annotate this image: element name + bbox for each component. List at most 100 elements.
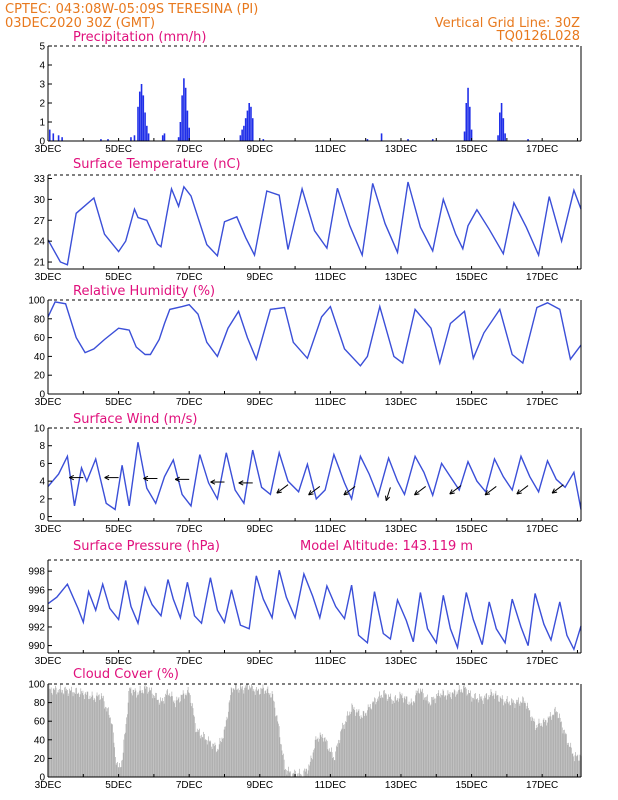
cloud-bar	[457, 693, 459, 777]
cloud-bar	[49, 688, 51, 777]
cloud-bar	[435, 698, 437, 777]
precip-bar	[142, 95, 145, 141]
cloud-bar	[539, 723, 540, 777]
cloud-bar	[578, 760, 580, 777]
cloud-bar	[509, 705, 511, 777]
cloud-bar	[62, 693, 64, 777]
cloud-bar	[464, 687, 466, 777]
x-tick-label: 5DEC	[105, 656, 132, 667]
cloud-bar	[355, 712, 357, 777]
cloud-bar	[520, 702, 522, 777]
x-tick-label: 7DEC	[176, 524, 203, 535]
cloud-bar	[431, 696, 432, 777]
cloud-bar	[93, 697, 95, 777]
cloud-bar	[182, 694, 183, 777]
cloud-bar	[88, 699, 90, 777]
cloud-bar	[146, 686, 147, 777]
cloud-bar	[318, 741, 320, 777]
cloud-bar	[183, 693, 185, 777]
cloud-bar	[419, 693, 420, 777]
cloud-bar	[120, 766, 122, 777]
cloud-bar	[121, 760, 123, 777]
cloud-bar	[272, 694, 274, 777]
cloud-bar	[348, 715, 350, 777]
cloud-bar	[454, 690, 456, 777]
cloud-bar	[489, 695, 491, 777]
cloud-bar	[115, 764, 117, 777]
cloud-bar	[401, 693, 403, 777]
cloud-bar	[490, 689, 492, 777]
cloud-bar	[92, 695, 94, 777]
cloud-bar	[498, 701, 500, 777]
cloud-bar	[122, 752, 124, 777]
x-tick-label: 9DEC	[246, 524, 273, 535]
cloud-bar	[547, 722, 548, 777]
precip-bar	[163, 133, 166, 141]
y-tick-label: 0	[39, 137, 45, 148]
cloud-bar	[478, 700, 480, 777]
x-tick-label: 9DEC	[246, 397, 273, 408]
cloud-bar	[96, 692, 98, 777]
cloud-bar	[264, 693, 265, 777]
cloud-bar	[460, 692, 461, 777]
cloud-bar	[280, 743, 281, 777]
cloud-bar	[63, 694, 65, 777]
cloud-bar	[294, 769, 296, 777]
cloud-bar	[178, 697, 180, 777]
cloud-bar	[394, 696, 396, 777]
cloud-bar	[177, 700, 178, 777]
cloud-bar	[157, 700, 159, 777]
cloud-bar	[295, 770, 296, 777]
cloud-bar	[145, 688, 147, 777]
series-line	[47, 570, 582, 652]
cloud-bar	[279, 737, 281, 777]
cloud-bar	[522, 696, 524, 777]
cloud-bar	[408, 704, 409, 777]
cloud-bar	[242, 686, 243, 777]
cloud-bar	[448, 693, 449, 777]
cloud-bar	[415, 695, 416, 777]
cloud-bar	[262, 684, 264, 777]
cloud-bar	[504, 702, 505, 777]
cloud-bar	[284, 769, 286, 777]
cloud-bar	[571, 747, 572, 777]
x-tick-label: 11DEC	[315, 397, 347, 408]
y-tick-label: 992	[28, 622, 45, 633]
cloud-bar	[67, 690, 68, 777]
cloud-bar	[72, 696, 74, 777]
cloud-bar	[199, 728, 200, 777]
cloud-bar	[420, 688, 421, 777]
cloud-bar	[344, 724, 346, 777]
precip-bar	[250, 106, 252, 141]
precip-bar	[251, 118, 254, 141]
cloud-bar	[204, 734, 205, 777]
cloud-bar	[79, 696, 80, 777]
cloud-bar	[403, 697, 405, 777]
cloud-bar	[212, 743, 214, 777]
cloud-bar	[411, 702, 413, 777]
cloud-bar	[99, 700, 101, 777]
cloud-bar	[511, 698, 512, 777]
x-tick-label: 13DEC	[385, 780, 417, 791]
cloud-bar	[304, 768, 305, 777]
cloud-bar	[516, 702, 518, 777]
cloud-bar	[345, 721, 346, 777]
cloud-bar	[540, 725, 541, 777]
precip-bar	[181, 95, 183, 141]
cloud-bar	[554, 706, 556, 777]
cloud-bar	[244, 685, 246, 777]
cloud-bar	[403, 702, 404, 777]
cloud-bar	[465, 688, 467, 777]
cloud-bar	[377, 700, 379, 777]
cloud-bar	[117, 767, 119, 777]
cloud-bar	[432, 699, 434, 777]
cloud-bar	[340, 729, 342, 777]
y-tick-label: 27	[34, 216, 46, 227]
cloud-bar	[493, 695, 495, 777]
x-tick-label: 3DEC	[35, 524, 62, 535]
cloud-bar	[372, 702, 373, 777]
cloud-bar	[512, 702, 514, 777]
cloud-bar	[79, 694, 81, 777]
cloud-bar	[412, 701, 414, 777]
x-tick-label: 5DEC	[105, 272, 132, 283]
